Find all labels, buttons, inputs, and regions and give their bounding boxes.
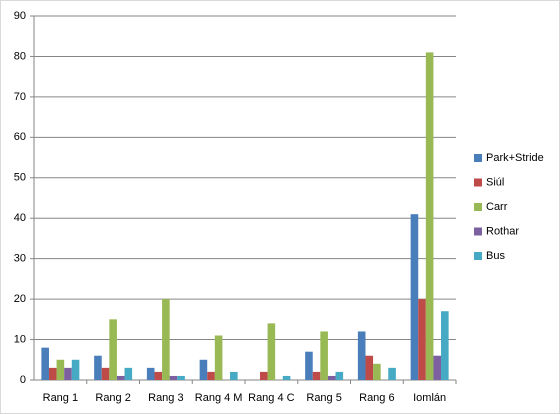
y-tick-label: 40 [14, 212, 26, 224]
y-tick-label: 70 [14, 91, 26, 103]
bar [282, 375, 291, 380]
y-tick-label: 0 [20, 374, 26, 386]
x-tick-label: Rang 2 [95, 392, 130, 404]
bar [410, 214, 419, 380]
bar [41, 347, 49, 380]
x-tick-label: Rang 5 [306, 392, 341, 404]
y-tick-label: 90 [14, 10, 26, 22]
bar [373, 363, 381, 380]
bar [109, 319, 117, 380]
bar [267, 323, 276, 380]
y-tick-label: 20 [14, 293, 26, 305]
bar [305, 351, 313, 380]
y-tick-label: 10 [14, 333, 26, 345]
y-tick-label: 80 [14, 50, 26, 62]
bar [441, 311, 449, 380]
bar [124, 367, 133, 380]
bar [71, 359, 80, 380]
bar [230, 371, 238, 380]
legend-label: Park+Stride [486, 152, 544, 164]
y-tick-label: 60 [14, 131, 26, 143]
legend-swatch [474, 178, 482, 187]
x-tick-label: Rang 3 [148, 392, 183, 404]
bar [425, 52, 434, 381]
legend-swatch [474, 227, 482, 236]
bar [64, 367, 72, 380]
x-tick-label: Iomlán [413, 392, 446, 404]
legend-label: Carr [486, 201, 508, 213]
y-tick-label: 50 [14, 172, 26, 184]
legend-label: Siúl [486, 176, 504, 188]
bar [207, 371, 215, 380]
bar [94, 355, 102, 380]
bar [214, 335, 223, 380]
x-tick-label: Rang 6 [359, 392, 394, 404]
bar [48, 367, 57, 380]
bar [169, 375, 178, 380]
legend-swatch [474, 154, 482, 162]
x-tick-label: Rang 1 [43, 392, 78, 404]
bar [335, 371, 344, 380]
bar [177, 375, 185, 380]
bar [365, 355, 374, 380]
legend-label: Bus [486, 250, 505, 262]
bar [327, 375, 336, 380]
bar [433, 355, 442, 380]
bar [357, 331, 366, 380]
bar [418, 299, 426, 380]
bar [116, 375, 125, 380]
legend-label: Rothar [486, 225, 519, 237]
y-tick-label: 30 [14, 253, 26, 265]
bar [320, 331, 328, 380]
bar [312, 371, 321, 380]
bar [388, 367, 396, 380]
bar [259, 371, 268, 380]
bar [146, 367, 155, 380]
x-tick-label: Rang 4 M [195, 392, 243, 404]
legend-swatch [474, 203, 482, 211]
bar [162, 299, 170, 380]
bar [101, 367, 110, 380]
legend-swatch [474, 252, 482, 260]
bar [56, 359, 65, 380]
x-tick-label: Rang 4 C [248, 392, 295, 404]
bar [199, 359, 208, 380]
bar [154, 371, 163, 380]
